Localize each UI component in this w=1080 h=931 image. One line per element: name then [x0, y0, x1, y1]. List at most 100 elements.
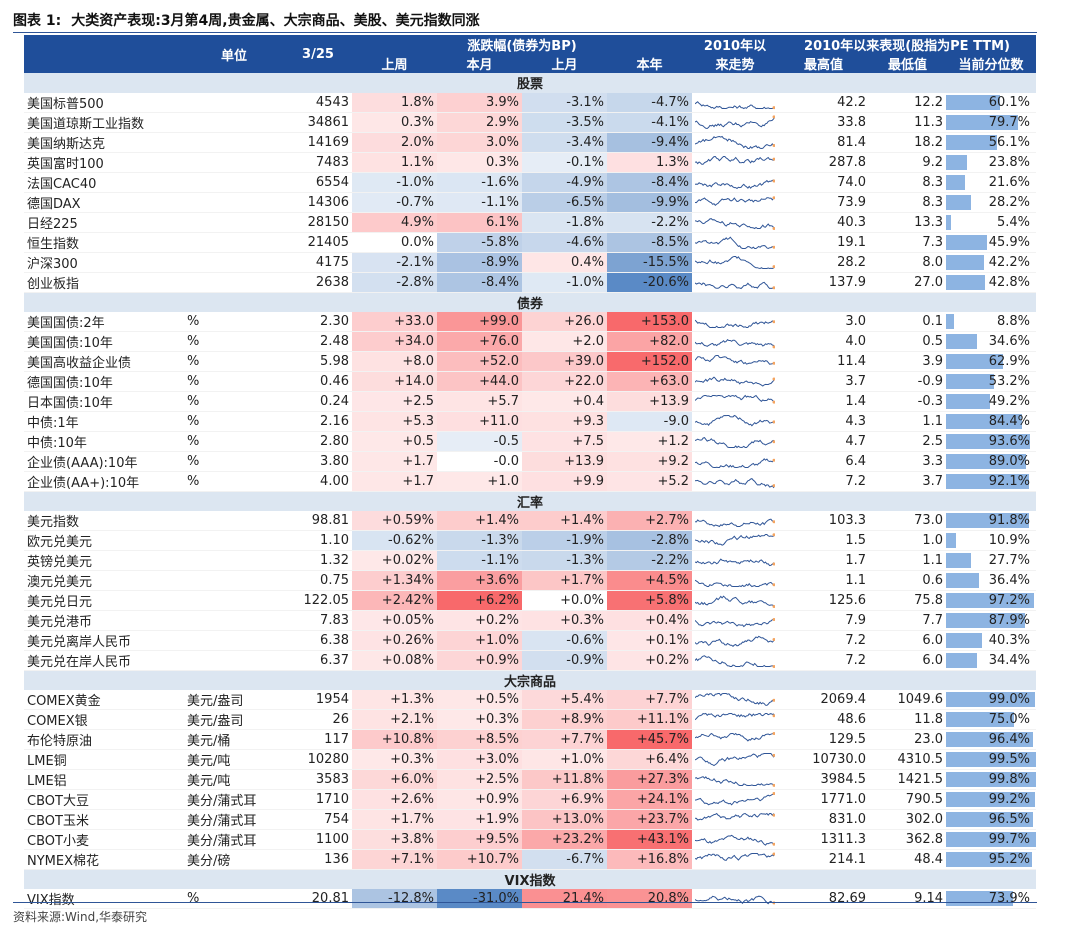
table-row: 英国富时100 7483 1.1% 0.3% -0.1% 1.3% 287.8 9.2 23.8…	[24, 152, 1037, 173]
percentile-value: 42.2%	[988, 254, 1031, 270]
trend-sparkline	[692, 132, 779, 153]
sparkline-latest-marker	[772, 582, 776, 586]
trend-sparkline	[692, 789, 779, 810]
sparkline-path	[695, 792, 776, 806]
max-value: 1311.3	[778, 829, 870, 850]
sparkline-latest-marker	[772, 664, 776, 668]
sparkline-latest-marker	[772, 226, 776, 230]
asset-name: 创业板指	[24, 272, 184, 293]
max-value: 11.4	[778, 351, 870, 372]
asset-unit	[184, 510, 284, 531]
section-header-row: 大宗商品	[24, 670, 1037, 690]
change-last-week: +33.0	[352, 311, 437, 332]
sparkline-path	[695, 752, 776, 766]
sparkline-path	[695, 654, 776, 667]
table-row: 法国CAC40 6554 -1.0% -1.6% -4.9% -8.4% 74.0 8.3 21…	[24, 172, 1037, 193]
asset-name: 日本国债:10年	[24, 391, 184, 412]
trend-sparkline	[692, 570, 779, 591]
min-value: 1.1	[869, 550, 947, 571]
table-row: 日本国债:10年% 0.24 +2.5 +5.7 +0.4 +13.9 1.4 -0.3 49.…	[24, 391, 1037, 412]
change-last-week: -0.62%	[352, 530, 437, 551]
change-this-month: 3.0%	[437, 132, 522, 153]
max-value: 74.0	[778, 172, 870, 193]
change-this-month: +0.3%	[437, 709, 522, 730]
sparkline-latest-marker	[772, 264, 776, 268]
table-row: 美元兑港币 7.83 +0.05% +0.2% +0.3% +0.4% 7.9 7.7 87.9…	[24, 610, 1037, 631]
trend-sparkline	[692, 829, 779, 850]
trend-sparkline	[692, 152, 779, 173]
percentile-bar	[946, 512, 1029, 528]
min-value: 0.5	[869, 331, 947, 352]
sparkline-chart	[695, 852, 776, 861]
percentile-bar	[946, 353, 1003, 369]
change-this-month: -8.4%	[437, 272, 522, 293]
table-row: 企业债(AAA):10年% 3.80 +1.7 -0.0 +13.9 +9.2 6.4 3.3…	[24, 451, 1037, 472]
change-last-week: +10.8%	[352, 729, 437, 750]
change-last-month: +1.4%	[522, 510, 607, 531]
trend-sparkline	[692, 809, 779, 830]
current-value: 2.30	[284, 311, 352, 332]
min-value: 0.1	[869, 311, 947, 332]
change-ytd: -8.5%	[607, 232, 693, 253]
sparkline-path	[695, 354, 776, 365]
sparkline-path	[695, 155, 776, 165]
max-value: 214.1	[778, 849, 870, 870]
sparkline-latest-marker	[772, 319, 776, 323]
change-this-month: 3.9%	[437, 92, 522, 113]
percentile-value: 96.4%	[988, 731, 1031, 747]
change-last-week: +1.7%	[352, 809, 437, 830]
trend-sparkline	[692, 411, 779, 432]
sparkline-path	[695, 217, 776, 229]
percentile-value: 87.9%	[988, 612, 1031, 628]
current-value: 4543	[284, 92, 352, 113]
trend-sparkline	[692, 630, 779, 651]
max-value: 1.1	[778, 570, 870, 591]
min-value: 1.0	[869, 530, 947, 551]
percentile-bar	[946, 174, 966, 190]
asset-name: CBOT大豆	[24, 789, 184, 810]
table-row: 欧元兑美元 1.10 -0.62% -1.3% -1.9% -2.8% 1.5 1.0 10.9…	[24, 530, 1037, 551]
sparkline-chart	[695, 376, 776, 387]
sparkline-chart	[695, 155, 776, 165]
change-last-week: +7.1%	[352, 849, 437, 870]
max-value: 40.3	[778, 212, 870, 233]
min-value: 7.7	[869, 610, 947, 631]
change-last-month: +0.4	[522, 391, 607, 412]
asset-unit	[184, 152, 284, 173]
change-this-month: +0.9%	[437, 650, 522, 671]
change-last-week: +8.0	[352, 351, 437, 372]
change-last-week: +34.0	[352, 331, 437, 352]
percentile-bar	[946, 791, 1036, 807]
change-last-month: -4.6%	[522, 232, 607, 253]
percentile-cell: 84.4%	[946, 411, 1037, 432]
change-last-week: 1.1%	[352, 152, 437, 173]
current-value: 2.16	[284, 411, 352, 432]
asset-name: 美国标普500	[24, 92, 184, 113]
change-last-week: +0.5	[352, 431, 437, 452]
change-ytd: -9.9%	[607, 192, 693, 213]
sparkline-path	[695, 812, 776, 821]
asset-unit: 美分/磅	[184, 849, 284, 870]
min-value: 8.3	[869, 172, 947, 193]
asset-name: NYMEX棉花	[24, 849, 184, 870]
change-ytd: +4.5%	[607, 570, 693, 591]
sparkline-latest-marker	[772, 604, 776, 608]
sparkline-latest-marker	[772, 731, 776, 735]
current-value: 1.32	[284, 550, 352, 571]
table-row: 英镑兑美元 1.32 +0.02% -1.1% -1.3% -2.2% 1.7 1.1 27.7…	[24, 550, 1037, 571]
section-title: 股票	[24, 73, 1037, 93]
sparkline-latest-marker	[772, 439, 776, 443]
asset-unit	[184, 550, 284, 571]
change-ytd: +13.9	[607, 391, 693, 412]
percentile-cell: 87.9%	[946, 610, 1037, 631]
trend-sparkline	[692, 689, 779, 710]
asset-unit: %	[184, 471, 284, 492]
percentile-value: 92.1%	[988, 473, 1031, 489]
trend-sparkline	[692, 172, 779, 193]
change-ytd: +0.4%	[607, 610, 693, 631]
asset-name: 英国富时100	[24, 152, 184, 173]
trend-sparkline	[692, 331, 779, 352]
change-last-week: +0.3%	[352, 749, 437, 770]
figure-number: 图表 1:	[13, 13, 62, 29]
